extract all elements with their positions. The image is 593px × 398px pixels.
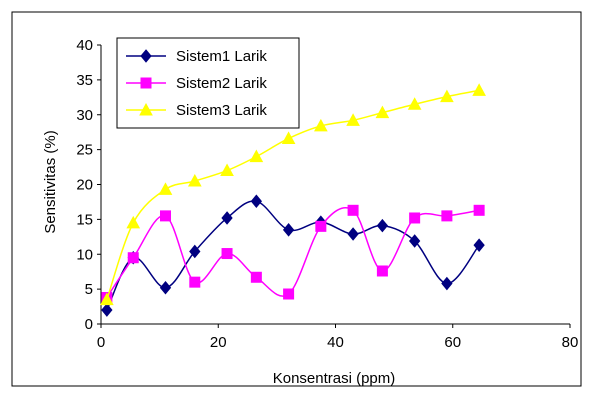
data-point [473, 204, 485, 216]
data-point [250, 194, 263, 209]
x-tick-label: 20 [210, 334, 227, 351]
data-point [159, 210, 171, 222]
x-tick-label: 80 [562, 334, 579, 351]
data-point [441, 276, 453, 291]
legend-marker [140, 77, 152, 89]
legend-marker [140, 49, 152, 63]
legend-item: Sistem3 Larik [126, 102, 267, 119]
chart-border [11, 11, 582, 387]
data-point [375, 105, 390, 119]
data-point [283, 288, 295, 300]
data-point [281, 131, 296, 144]
data-point [189, 244, 201, 259]
data-point [127, 252, 139, 264]
axes [100, 45, 570, 325]
data-point [376, 218, 389, 233]
y-tick-label: 25 [76, 142, 93, 159]
legend-label: Sistem1 Larik [176, 48, 267, 65]
y-tick-label: 0 [85, 316, 93, 333]
legend-label: Sistem2 Larik [176, 75, 267, 92]
data-point [315, 220, 327, 232]
y-axis-ticks: 0 5 10 15 20 25 30 35 40 [76, 37, 101, 333]
data-point [409, 212, 421, 224]
y-tick-label: 10 [76, 246, 93, 263]
data-point [221, 248, 233, 260]
series-3 [100, 83, 486, 306]
data-point [100, 292, 114, 306]
plot-series [100, 83, 486, 317]
legend: Sistem1 Larik Sistem2 Larik Sistem3 Larik [116, 37, 300, 129]
data-point [158, 182, 173, 195]
data-point [346, 113, 360, 126]
data-point [221, 211, 233, 225]
legend-label: Sistem3 Larik [176, 102, 267, 119]
series-2 [101, 204, 485, 303]
x-tick-label: 0 [97, 334, 105, 351]
data-point [189, 276, 201, 288]
y-tick-label: 20 [76, 177, 93, 194]
data-point [159, 280, 172, 295]
x-axis-ticks: 0 20 40 60 80 [97, 324, 579, 351]
data-point [472, 83, 486, 96]
y-tick-label: 30 [76, 107, 93, 124]
legend-marker [139, 102, 153, 116]
data-point [347, 227, 359, 241]
data-point [187, 173, 202, 187]
legend-item: Sistem1 Larik [126, 48, 267, 65]
y-tick-label: 5 [85, 281, 93, 298]
data-point [376, 265, 388, 277]
data-point [249, 149, 264, 163]
x-tick-label: 60 [444, 334, 461, 351]
data-point [347, 204, 359, 216]
data-point [314, 118, 328, 132]
data-point [101, 303, 113, 317]
y-tick-label: 15 [76, 211, 93, 228]
data-point [473, 238, 485, 252]
data-point [407, 97, 422, 110]
data-point [282, 223, 295, 237]
data-point [408, 234, 421, 248]
y-axis-label: Sensitivitas (%) [42, 130, 59, 233]
x-axis-label: Konsentrasi (ppm) [273, 370, 396, 387]
y-tick-label: 40 [76, 37, 93, 54]
data-point [440, 89, 454, 103]
y-tick-label: 35 [76, 72, 93, 89]
x-tick-label: 40 [327, 334, 344, 351]
data-point [441, 210, 453, 222]
data-point [126, 215, 141, 229]
data-point [250, 271, 262, 283]
legend-item: Sistem2 Larik [126, 75, 267, 92]
data-point [220, 163, 234, 177]
